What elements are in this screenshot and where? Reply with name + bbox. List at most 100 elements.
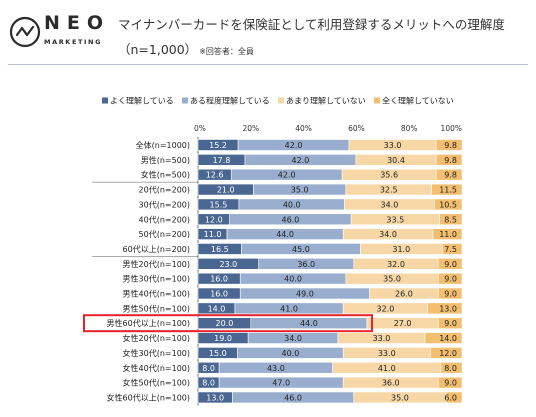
bar-segment [435, 154, 463, 166]
category-label: 30代(n=200) [139, 199, 190, 209]
data-label: 36.0 [297, 260, 315, 269]
legend-label-3: あまり理解していない [286, 96, 366, 106]
data-label: 34.0 [284, 334, 302, 343]
data-label: 32.5 [380, 186, 398, 195]
legend-swatch-1 [102, 97, 108, 104]
data-label: 7.5 [444, 245, 457, 254]
data-label: 33.0 [373, 334, 391, 343]
data-label: 12.0 [439, 349, 457, 358]
data-label: 34.0 [379, 230, 397, 239]
data-label: 43.0 [267, 364, 285, 373]
data-label: 44.0 [276, 230, 294, 239]
data-label: 9.8 [444, 171, 457, 180]
x-tick-label: 20% [242, 124, 259, 133]
bar-segment [433, 198, 463, 211]
legend-label-2: ある程度理解している [190, 96, 270, 106]
bar-segment [431, 183, 463, 196]
data-label: 20.0 [215, 319, 233, 328]
data-label: 42.0 [292, 156, 310, 165]
data-label: 9.0 [444, 260, 457, 269]
data-label: 33.0 [384, 141, 402, 150]
sample-size: （n=1,000） [118, 42, 198, 57]
category-label: 男性40代(n=100) [123, 289, 190, 299]
data-label: 34.0 [380, 200, 398, 209]
page-subtitle: （n=1,000） ※回答者：全員 [118, 39, 254, 58]
data-label: 44.0 [300, 319, 318, 328]
x-tick-label: 40% [295, 124, 312, 133]
data-label: 26.0 [395, 290, 413, 299]
data-label: 35.0 [383, 275, 401, 284]
data-label: 9.0 [444, 379, 457, 388]
x-tick-label: 100% [441, 124, 462, 133]
bar-segment [435, 168, 463, 181]
data-label: 13.0 [206, 393, 224, 402]
category-label: 男性60代以上(n=100) [107, 318, 190, 328]
category-label: 女性20代(n=100) [123, 333, 190, 343]
data-label: 40.0 [283, 200, 301, 209]
x-tick-label: 60% [348, 124, 365, 133]
data-label: 8.0 [202, 379, 215, 388]
category-label: 40代(n=200) [139, 214, 190, 224]
data-label: 16.0 [210, 290, 228, 299]
category-label: 男性50代(n=100) [123, 303, 190, 313]
data-label: 17.8 [213, 156, 231, 165]
x-tick-label: 0% [194, 124, 206, 133]
category-label: 女性50代(n=100) [123, 378, 190, 388]
data-label: 35.0 [391, 393, 409, 402]
category-label: 女性(n=500) [141, 170, 190, 180]
data-label: 40.0 [284, 275, 302, 284]
data-label: 32.0 [387, 260, 405, 269]
data-label: 15.5 [210, 200, 228, 209]
data-label: 42.0 [278, 171, 296, 180]
category-label: 全体(n=1000) [136, 140, 190, 150]
data-label: 49.0 [296, 290, 314, 299]
data-label: 42.0 [285, 141, 303, 150]
bar-segment [441, 243, 463, 255]
bar-segment [424, 332, 463, 344]
category-label: 男性20代(n=100) [123, 259, 190, 269]
legend-label-4: 全く理解していない [382, 96, 454, 106]
data-label: 31.0 [392, 245, 410, 254]
data-label: 16.5 [211, 245, 229, 254]
bar-segment [435, 139, 463, 151]
bar-segment [440, 361, 463, 374]
data-label: 47.0 [272, 379, 290, 388]
bar-segment [432, 228, 463, 240]
page-title: マイナンバーカードを保険証として利用登録するメリットへの理解度 [118, 17, 505, 32]
data-label: 41.0 [378, 364, 396, 373]
data-label: 33.0 [378, 349, 396, 358]
data-label: 14.0 [439, 334, 457, 343]
bar-segment [437, 317, 463, 330]
data-label: 33.5 [386, 215, 404, 224]
data-label: 16.0 [210, 275, 228, 284]
category-label: 男性30代(n=100) [123, 274, 190, 284]
data-label: 14.0 [208, 304, 226, 313]
data-label: 19.0 [214, 334, 232, 343]
respondent-note: ※回答者：全員 [199, 47, 254, 56]
data-label: 27.0 [394, 319, 412, 328]
x-tick-label: 80% [401, 124, 418, 133]
data-label: 40.0 [281, 349, 299, 358]
brand-name: NEO [44, 12, 111, 34]
bar-segment [437, 287, 463, 300]
data-label: 8.0 [202, 364, 215, 373]
bar-segment [430, 347, 463, 359]
bar-segment [445, 391, 463, 404]
neo-logo-icon [9, 16, 41, 48]
category-label: 女性40代(n=100) [123, 363, 190, 373]
bar-segment [427, 302, 463, 315]
category-label: 男性(n=500) [141, 155, 190, 165]
data-label: 30.4 [387, 156, 405, 165]
data-label: 36.0 [382, 379, 400, 388]
bar-segment [437, 257, 463, 270]
data-label: 6.0 [444, 393, 457, 402]
data-label: 9.0 [444, 319, 457, 328]
data-label: 8.5 [444, 215, 457, 224]
data-label: 46.0 [284, 393, 302, 402]
data-label: 8.0 [444, 364, 457, 373]
data-label: 46.0 [281, 215, 299, 224]
legend-label-1: よく理解している [110, 96, 174, 106]
data-label: 32.0 [377, 304, 395, 313]
bar-segment [439, 213, 463, 226]
